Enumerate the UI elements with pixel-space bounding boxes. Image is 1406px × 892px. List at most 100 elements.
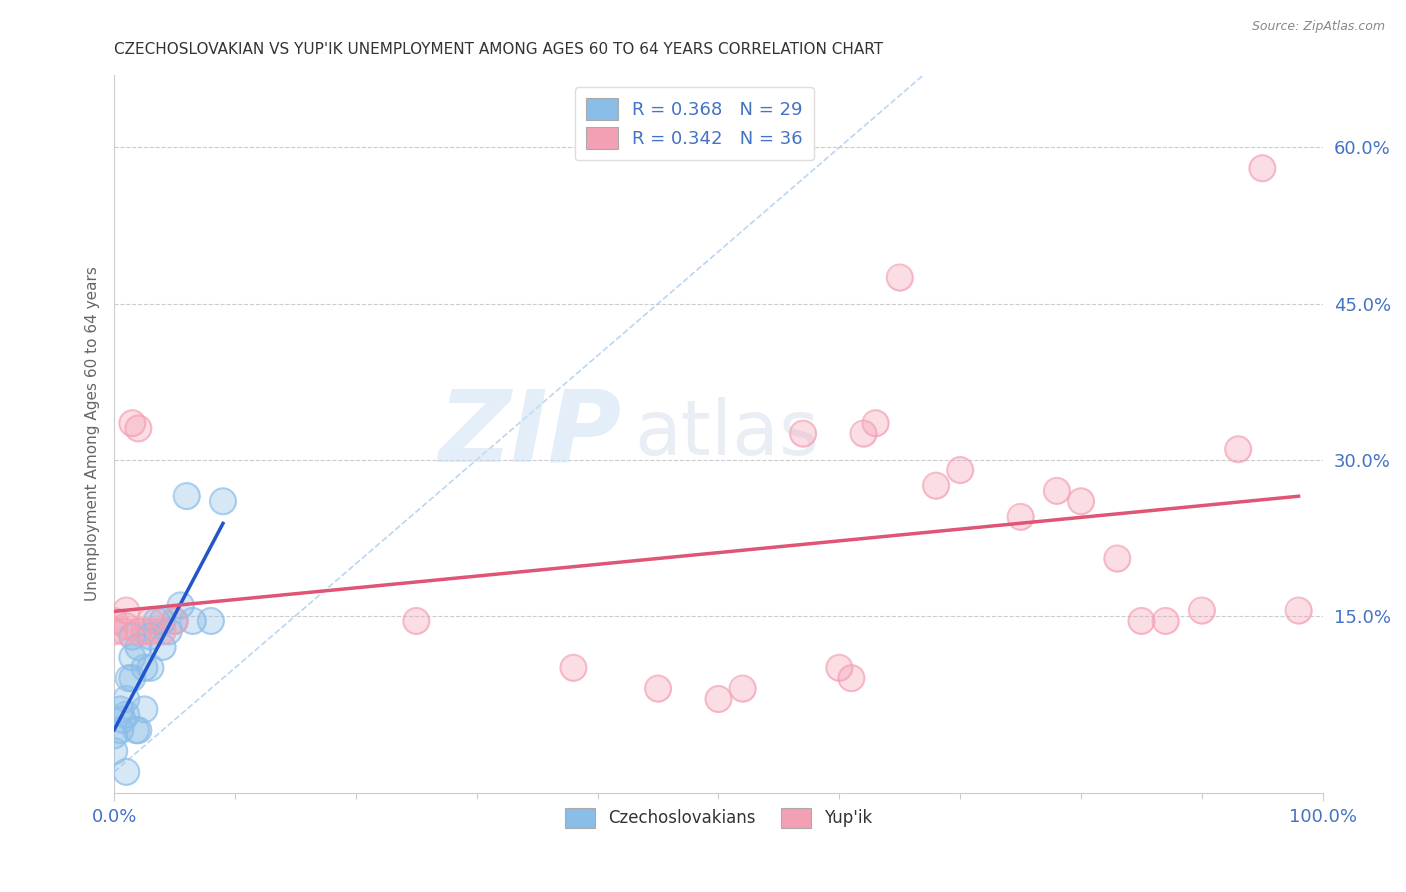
- Point: [121, 671, 143, 685]
- Point: [115, 603, 138, 617]
- Point: [103, 728, 125, 742]
- Point: [103, 624, 125, 639]
- Point: [212, 494, 235, 508]
- Point: [139, 624, 162, 639]
- Point: [152, 640, 174, 654]
- Point: [889, 270, 911, 285]
- Point: [647, 681, 669, 696]
- Point: [125, 723, 148, 738]
- Point: [707, 692, 730, 706]
- Point: [1130, 614, 1153, 628]
- Point: [112, 624, 135, 639]
- Point: [163, 614, 186, 628]
- Point: [115, 764, 138, 779]
- Point: [103, 614, 125, 628]
- Point: [152, 624, 174, 639]
- Point: [127, 421, 149, 435]
- Point: [127, 640, 149, 654]
- Point: [127, 624, 149, 639]
- Point: [139, 614, 162, 628]
- Point: [139, 661, 162, 675]
- Point: [828, 661, 851, 675]
- Point: [139, 624, 162, 639]
- Point: [139, 630, 162, 644]
- Point: [115, 764, 138, 779]
- Point: [103, 624, 125, 639]
- Point: [1227, 442, 1250, 457]
- Point: [1288, 603, 1310, 617]
- Legend: Czechoslovakians, Yup'ik: Czechoslovakians, Yup'ik: [558, 801, 879, 835]
- Point: [1070, 494, 1092, 508]
- Point: [152, 640, 174, 654]
- Point: [127, 723, 149, 738]
- Point: [1191, 603, 1213, 617]
- Point: [139, 614, 162, 628]
- Point: [115, 619, 138, 633]
- Point: [1107, 551, 1129, 566]
- Point: [127, 640, 149, 654]
- Point: [115, 603, 138, 617]
- Point: [111, 713, 134, 727]
- Point: [405, 614, 427, 628]
- Point: [134, 702, 156, 716]
- Point: [121, 650, 143, 665]
- Point: [121, 630, 143, 644]
- Point: [121, 671, 143, 685]
- Point: [176, 489, 198, 503]
- Point: [134, 661, 156, 675]
- Point: [103, 728, 125, 742]
- Text: Source: ZipAtlas.com: Source: ZipAtlas.com: [1251, 20, 1385, 33]
- Point: [110, 702, 132, 716]
- Point: [852, 426, 875, 441]
- Point: [118, 671, 141, 685]
- Point: [118, 671, 141, 685]
- Text: ZIP: ZIP: [439, 385, 621, 482]
- Point: [889, 270, 911, 285]
- Point: [1010, 509, 1032, 524]
- Point: [1191, 603, 1213, 617]
- Point: [949, 463, 972, 477]
- Point: [127, 421, 149, 435]
- Point: [110, 723, 132, 738]
- Point: [134, 624, 156, 639]
- Point: [865, 416, 887, 430]
- Point: [157, 624, 180, 639]
- Point: [110, 702, 132, 716]
- Point: [1154, 614, 1177, 628]
- Point: [1010, 509, 1032, 524]
- Point: [925, 478, 948, 492]
- Point: [121, 416, 143, 430]
- Point: [200, 614, 222, 628]
- Point: [1251, 161, 1274, 176]
- Point: [121, 650, 143, 665]
- Point: [1251, 161, 1274, 176]
- Point: [949, 463, 972, 477]
- Point: [111, 713, 134, 727]
- Point: [169, 599, 191, 613]
- Point: [115, 707, 138, 722]
- Point: [139, 661, 162, 675]
- Point: [852, 426, 875, 441]
- Point: [152, 614, 174, 628]
- Point: [405, 614, 427, 628]
- Point: [152, 614, 174, 628]
- Point: [103, 614, 125, 628]
- Point: [115, 692, 138, 706]
- Point: [1288, 603, 1310, 617]
- Point: [731, 681, 754, 696]
- Point: [115, 692, 138, 706]
- Point: [157, 624, 180, 639]
- Point: [127, 624, 149, 639]
- Point: [792, 426, 814, 441]
- Point: [731, 681, 754, 696]
- Point: [127, 723, 149, 738]
- Point: [1046, 483, 1069, 498]
- Point: [134, 702, 156, 716]
- Point: [110, 723, 132, 738]
- Point: [134, 624, 156, 639]
- Point: [181, 614, 204, 628]
- Point: [707, 692, 730, 706]
- Point: [792, 426, 814, 441]
- Point: [115, 707, 138, 722]
- Point: [115, 619, 138, 633]
